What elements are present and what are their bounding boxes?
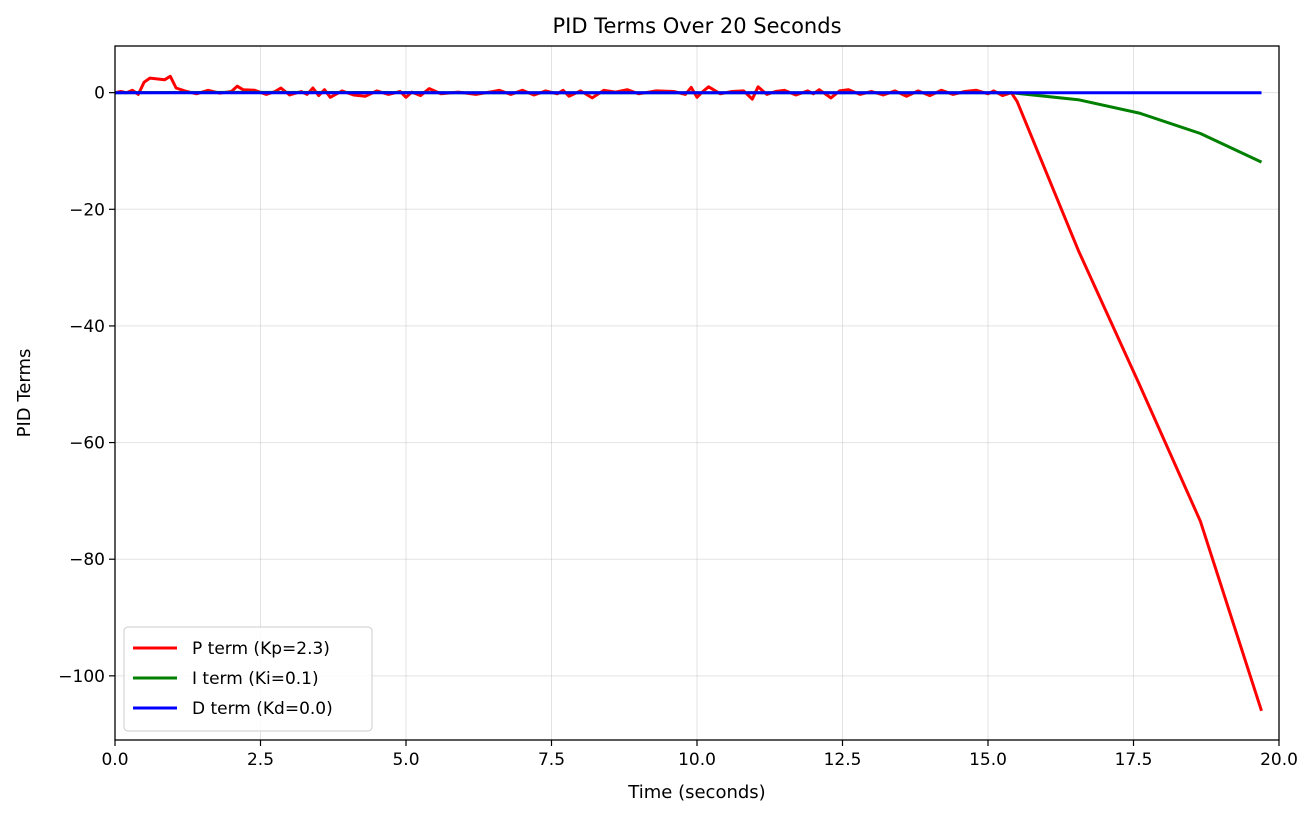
legend: P term (Kp=2.3) I term (Ki=0.1) D term (Kd… — [123, 626, 373, 732]
y-tick-label: −80 — [69, 550, 105, 570]
x-tick-label: 15.0 — [969, 750, 1007, 770]
legend-label-i-term: I term (Ki=0.1) — [192, 669, 319, 689]
y-tick-label: −100 — [58, 667, 105, 687]
y-tick-label: −20 — [69, 200, 105, 220]
chart-title: PID Terms Over 20 Seconds — [552, 14, 841, 38]
x-tick-label: 2.5 — [247, 750, 274, 770]
series-lines — [114, 74, 1263, 712]
y-tick-label: 0 — [94, 84, 105, 104]
x-tick-label: 5.0 — [392, 750, 419, 770]
legend-label-p-term: P term (Kp=2.3) — [192, 639, 330, 659]
axis-ticks: 0.0 2.5 5.0 7.5 10.0 12.5 15.0 17.5 20.0 0 −20 −40 −… — [58, 84, 1298, 770]
y-tick-label: −40 — [69, 317, 105, 337]
y-axis-label: PID Terms — [14, 349, 35, 438]
x-tick-label: 20.0 — [1260, 750, 1298, 770]
x-axis-label: Time (seconds) — [627, 782, 765, 803]
x-tick-label: 17.5 — [1115, 750, 1153, 770]
x-tick-label: 12.5 — [824, 750, 862, 770]
x-tick-label: 7.5 — [538, 750, 565, 770]
legend-box — [123, 626, 373, 732]
legend-label-d-term: D term (Kd=0.0) — [192, 699, 333, 719]
x-tick-label: 0.0 — [101, 750, 128, 770]
y-tick-label: −60 — [69, 434, 105, 454]
x-tick-label: 10.0 — [678, 750, 716, 770]
